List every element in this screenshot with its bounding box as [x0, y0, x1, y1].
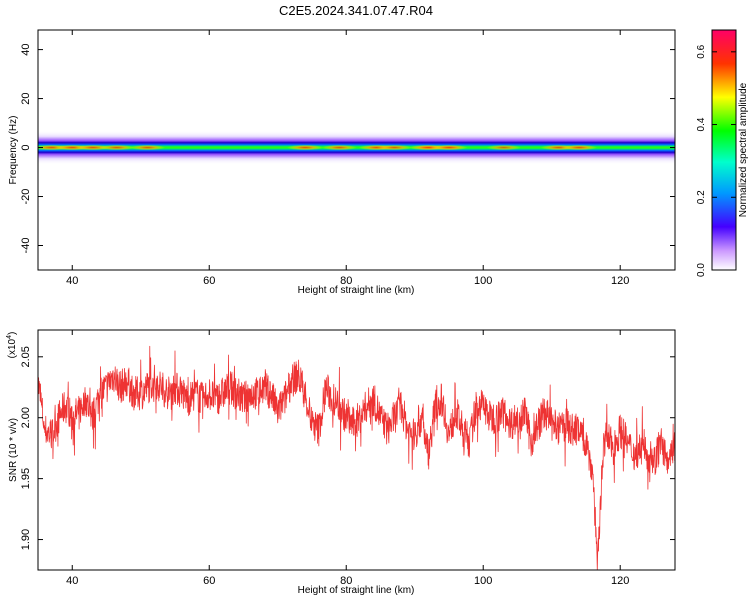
spectral-hotspot: [430, 144, 468, 151]
colorbar-tick-label: 0.0: [696, 263, 707, 277]
snr-frame: [37, 329, 676, 571]
snr-y-tick-label: 1.90: [20, 529, 32, 550]
spectral-hotspot: [376, 144, 412, 151]
colorbar-tick-label: 0.6: [696, 44, 707, 58]
spectrogram-y-label: Frequency (Hz): [8, 116, 19, 185]
spectrogram-y-tick-label: 0: [20, 144, 32, 150]
spectrogram-y-tick-label: -40: [20, 238, 32, 254]
spectrogram-x-tick-label: 40: [66, 275, 78, 287]
colorbar-tick-label: 0.4: [696, 117, 707, 131]
snr-series-line: [38, 345, 675, 570]
spectral-hotspot: [129, 144, 166, 151]
colorbar-axis: 0.0 0.2 0.4 0.6: [696, 44, 736, 277]
snr-y-tick-label: 2.00: [20, 407, 32, 428]
snr-exponent-label: (x104): [6, 332, 18, 359]
snr-y-tick-label: 1.95: [20, 468, 32, 489]
spectrogram-x-tick-label: 80: [340, 275, 352, 287]
snr-x-tick-label: 80: [340, 575, 352, 587]
spectrogram-x-label: Height of straight line (km): [298, 285, 415, 296]
snr-y-label: SNR (10 * v/v): [8, 418, 19, 482]
spectrogram-y-axis: 40 20 0 -20 -40: [20, 43, 675, 253]
colorbar-label: Normalized spectral amplitude: [738, 82, 749, 217]
spectrogram-x-axis: 40 60 80 100 120: [66, 30, 629, 287]
snr-x-axis: 40 60 80 100 120: [66, 330, 629, 587]
chart-title: C2E5.2024.341.07.47.R04: [279, 3, 433, 18]
spectral-hotspot: [486, 144, 521, 151]
spectrogram-y-tick-label: -20: [20, 189, 32, 205]
spectrogram-x-tick-label: 60: [203, 275, 215, 287]
snr-y-tick-label: 2.05: [20, 346, 32, 367]
spectral-hotspot: [560, 144, 598, 151]
snr-x-label: Height of straight line (km): [298, 585, 415, 596]
spectrogram-body: [38, 130, 675, 165]
spectral-hotspot: [321, 144, 358, 151]
snr-panel: 40 60 80 100 120 2.05 2.00 1.95 1.90 Height of …: [6, 329, 676, 596]
spectrogram-x-tick-label: 100: [474, 275, 492, 287]
snr-x-tick-label: 40: [66, 575, 78, 587]
spectral-hotspot: [287, 144, 324, 151]
snr-exponent-power: 4: [6, 335, 13, 339]
snr-y-axis: 2.05 2.00 1.95 1.90: [20, 346, 675, 550]
spectrogram-y-tick-label: 20: [20, 92, 32, 104]
snr-x-tick-label: 100: [474, 575, 492, 587]
spectrogram-x-tick-label: 120: [611, 275, 629, 287]
snr-x-tick-label: 60: [203, 575, 215, 587]
snr-plot-area: [38, 345, 675, 570]
colorbar-gradient: [712, 30, 736, 270]
snr-x-tick-label: 120: [611, 575, 629, 587]
colorbar-tick-label: 0.2: [696, 190, 707, 204]
spectrogram-panel: 40 60 80 100 120 40 20 0 -20 -40 Height of strai…: [8, 29, 676, 296]
spectral-hotspot: [99, 144, 135, 151]
snr-exponent-base: (x10: [7, 338, 18, 358]
svg-text:(x104): (x104): [6, 332, 18, 359]
colorbar: 0.0 0.2 0.4 0.6 Normalized spectral amplitu…: [696, 29, 749, 277]
spectrogram-frame: [37, 29, 676, 271]
colorbar-frame: [711, 29, 737, 271]
spectrogram-y-tick-label: 40: [20, 43, 32, 55]
